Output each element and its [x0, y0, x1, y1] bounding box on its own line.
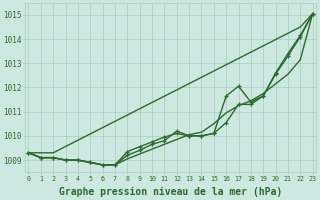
X-axis label: Graphe pression niveau de la mer (hPa): Graphe pression niveau de la mer (hPa) — [59, 187, 282, 197]
